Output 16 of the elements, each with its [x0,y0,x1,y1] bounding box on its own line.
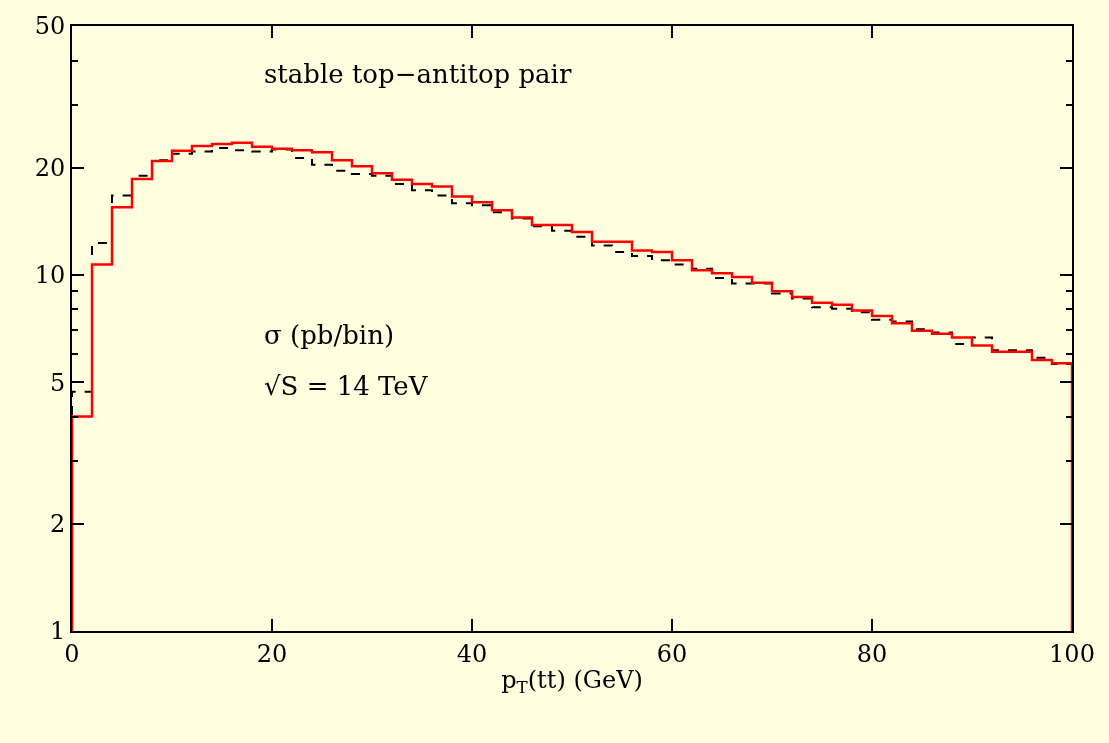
y-tick-label: 50 [34,12,66,41]
x-tick-label: 40 [456,639,488,668]
annotation: σ (pb/bin) [264,320,395,350]
y-tick-label: 10 [34,261,66,290]
x-axis-title: p$_{T}$(tt) (GeV) [501,665,643,697]
annotation: √S = 14 TeV [264,371,429,401]
x-tick-label: 0 [64,639,80,668]
x-tick-label: 80 [856,639,888,668]
x-tick-label: 20 [256,639,288,668]
text: stable top−antitop pair [264,59,572,89]
y-tick-label: 20 [34,154,66,183]
y-tick-label: 2 [49,510,66,539]
y-tick-label: 5 [49,368,66,397]
x-tick-label: 60 [656,639,688,668]
y-tick-label: 1 [49,617,66,646]
x-tick-label: 100 [1049,639,1095,668]
